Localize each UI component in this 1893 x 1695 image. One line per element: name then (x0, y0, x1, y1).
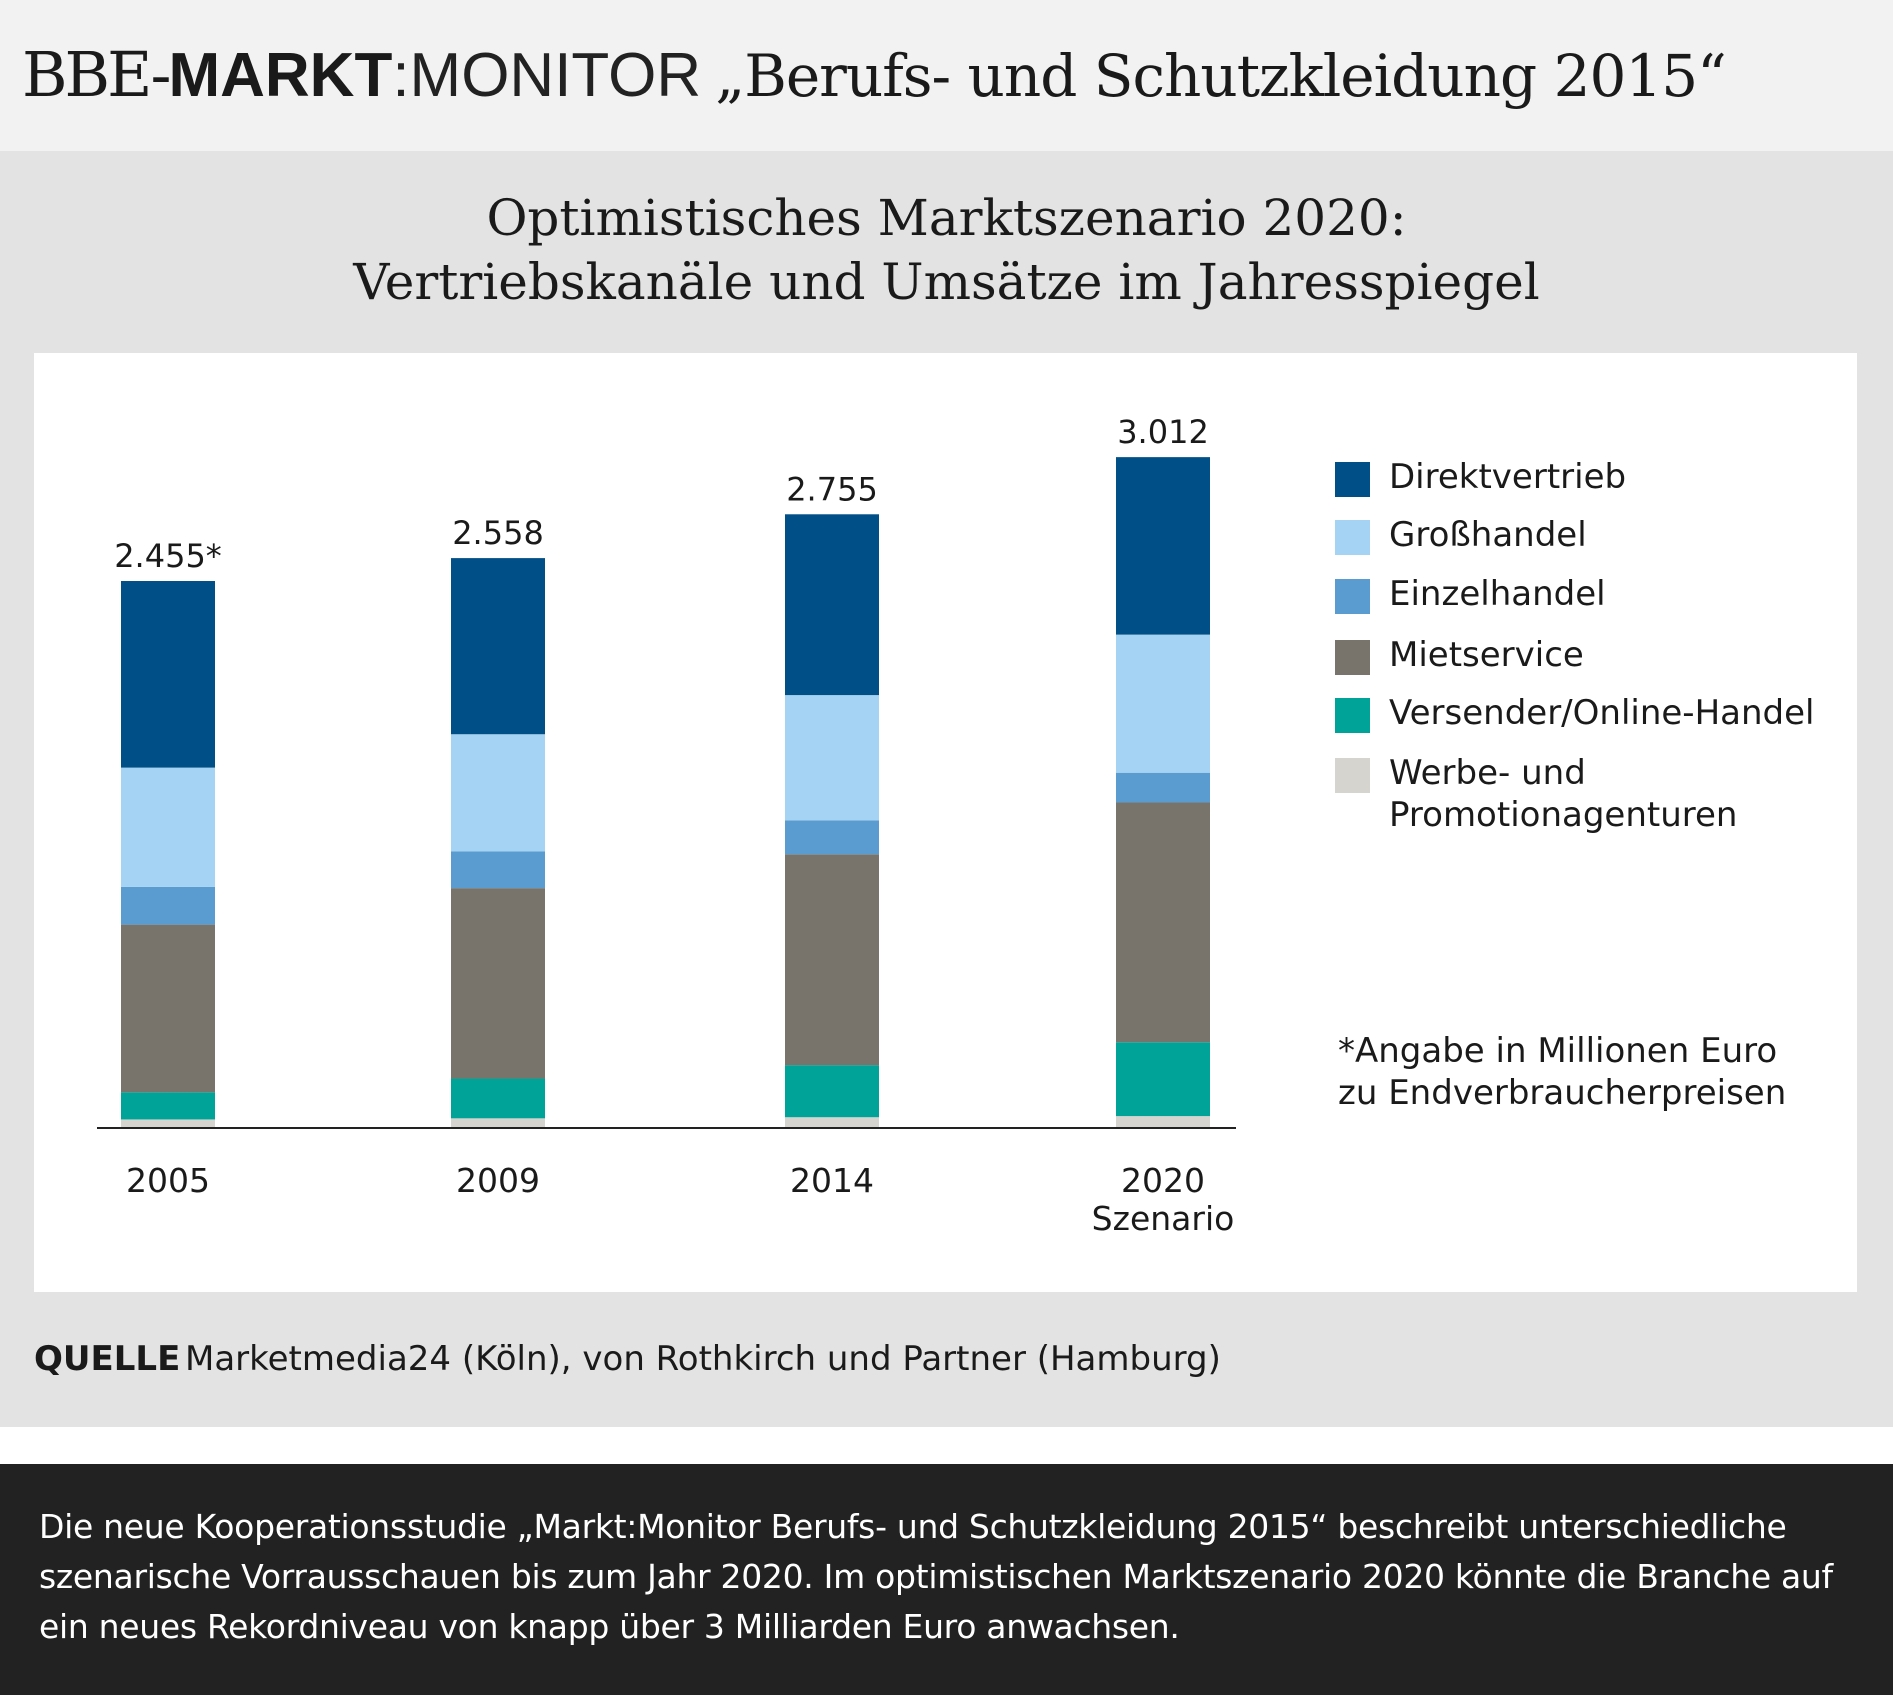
bar-segment (121, 767, 215, 887)
unit-note-line1: *Angabe in Millionen Euro (1338, 1031, 1778, 1071)
bar-segment (121, 886, 215, 925)
x-tick-label: 2020 (1121, 1161, 1205, 1200)
bar-segment (1116, 802, 1210, 1043)
description-line3: ein neues Rekordniveau von knapp über 3 … (39, 1607, 1180, 1646)
description-line1: Die neue Kooperationsstudie „Markt:Monit… (39, 1507, 1787, 1546)
bar-segment (1116, 1042, 1210, 1117)
x-tick-label: Szenario (1092, 1199, 1235, 1238)
bar-segment (1116, 1116, 1210, 1127)
legend-swatch (1335, 640, 1370, 675)
chart-title-line2: Vertriebskanäle und Umsätze im Jahresspi… (353, 253, 1540, 311)
header-banner: BBE-MARKT:MONITOR „Berufs- und Schutzklei… (0, 0, 1893, 151)
logo-part-markt: MARKT (168, 41, 393, 110)
bar-segment (451, 734, 545, 852)
bar-segment (451, 851, 545, 889)
x-tick-label: 2005 (126, 1161, 210, 1200)
bar-total-label: 2.755 (786, 470, 878, 508)
x-tick-label: 2009 (456, 1161, 540, 1200)
bar-segment (785, 854, 879, 1066)
header-title: BBE-MARKT:MONITOR „Berufs- und Schutzklei… (22, 38, 1727, 111)
legend-label: Einzelhandel (1389, 574, 1606, 614)
bar-segment (121, 581, 215, 768)
bar-segment (121, 1092, 215, 1120)
unit-note-line2: zu Endverbraucherpreisen (1338, 1073, 1787, 1113)
legend-label: Großhandel (1389, 515, 1587, 555)
bar-segment (785, 514, 879, 696)
legend-swatch (1335, 579, 1370, 614)
logo-part-bbe: BBE- (22, 38, 171, 111)
legend-swatch (1335, 462, 1370, 497)
chart-panel (34, 353, 1857, 1292)
bar-segment (451, 1118, 545, 1127)
description-box: Die neue Kooperationsstudie „Markt:Monit… (0, 1464, 1893, 1695)
bar-segment (121, 1119, 215, 1127)
legend-swatch (1335, 698, 1370, 733)
source-text: Marketmedia24 (Köln), von Rothkirch und … (185, 1339, 1221, 1379)
source-label: QUELLE (34, 1339, 181, 1379)
legend-label-line2: Promotionagenturen (1389, 795, 1738, 835)
bar-segment (785, 695, 879, 821)
legend-label: Werbe- und (1389, 753, 1586, 793)
bar-segment (451, 558, 545, 735)
bar-total-label: 2.455* (114, 537, 222, 575)
description-line2: szenarische Vorrausschauen bis zum Jahr … (39, 1557, 1833, 1596)
legend-label: Versender/Online-Handel (1389, 693, 1815, 733)
bar-segment (451, 1078, 545, 1119)
bar-segment (1116, 457, 1210, 635)
bar-segment (1116, 634, 1210, 773)
bar-segment (785, 820, 879, 855)
chart-title-line1: Optimistisches Marktszenario 2020: (486, 189, 1407, 247)
bar-segment (785, 1065, 879, 1118)
bar-segment (785, 1117, 879, 1127)
legend-swatch (1335, 520, 1370, 555)
logo-part-monitor: :MONITOR (392, 41, 702, 110)
legend-label: Direktvertrieb (1389, 457, 1627, 497)
legend-label: Mietservice (1389, 635, 1584, 675)
legend-swatch (1335, 758, 1370, 793)
bar-total-label: 3.012 (1117, 413, 1209, 451)
report-title: „Berufs- und Schutzkleidung 2015“ (715, 42, 1727, 110)
bar-segment (121, 924, 215, 1093)
x-tick-label: 2014 (790, 1161, 874, 1200)
bar-segment (451, 888, 545, 1079)
bar-segment (1116, 772, 1210, 803)
bar-total-label: 2.558 (452, 514, 544, 552)
